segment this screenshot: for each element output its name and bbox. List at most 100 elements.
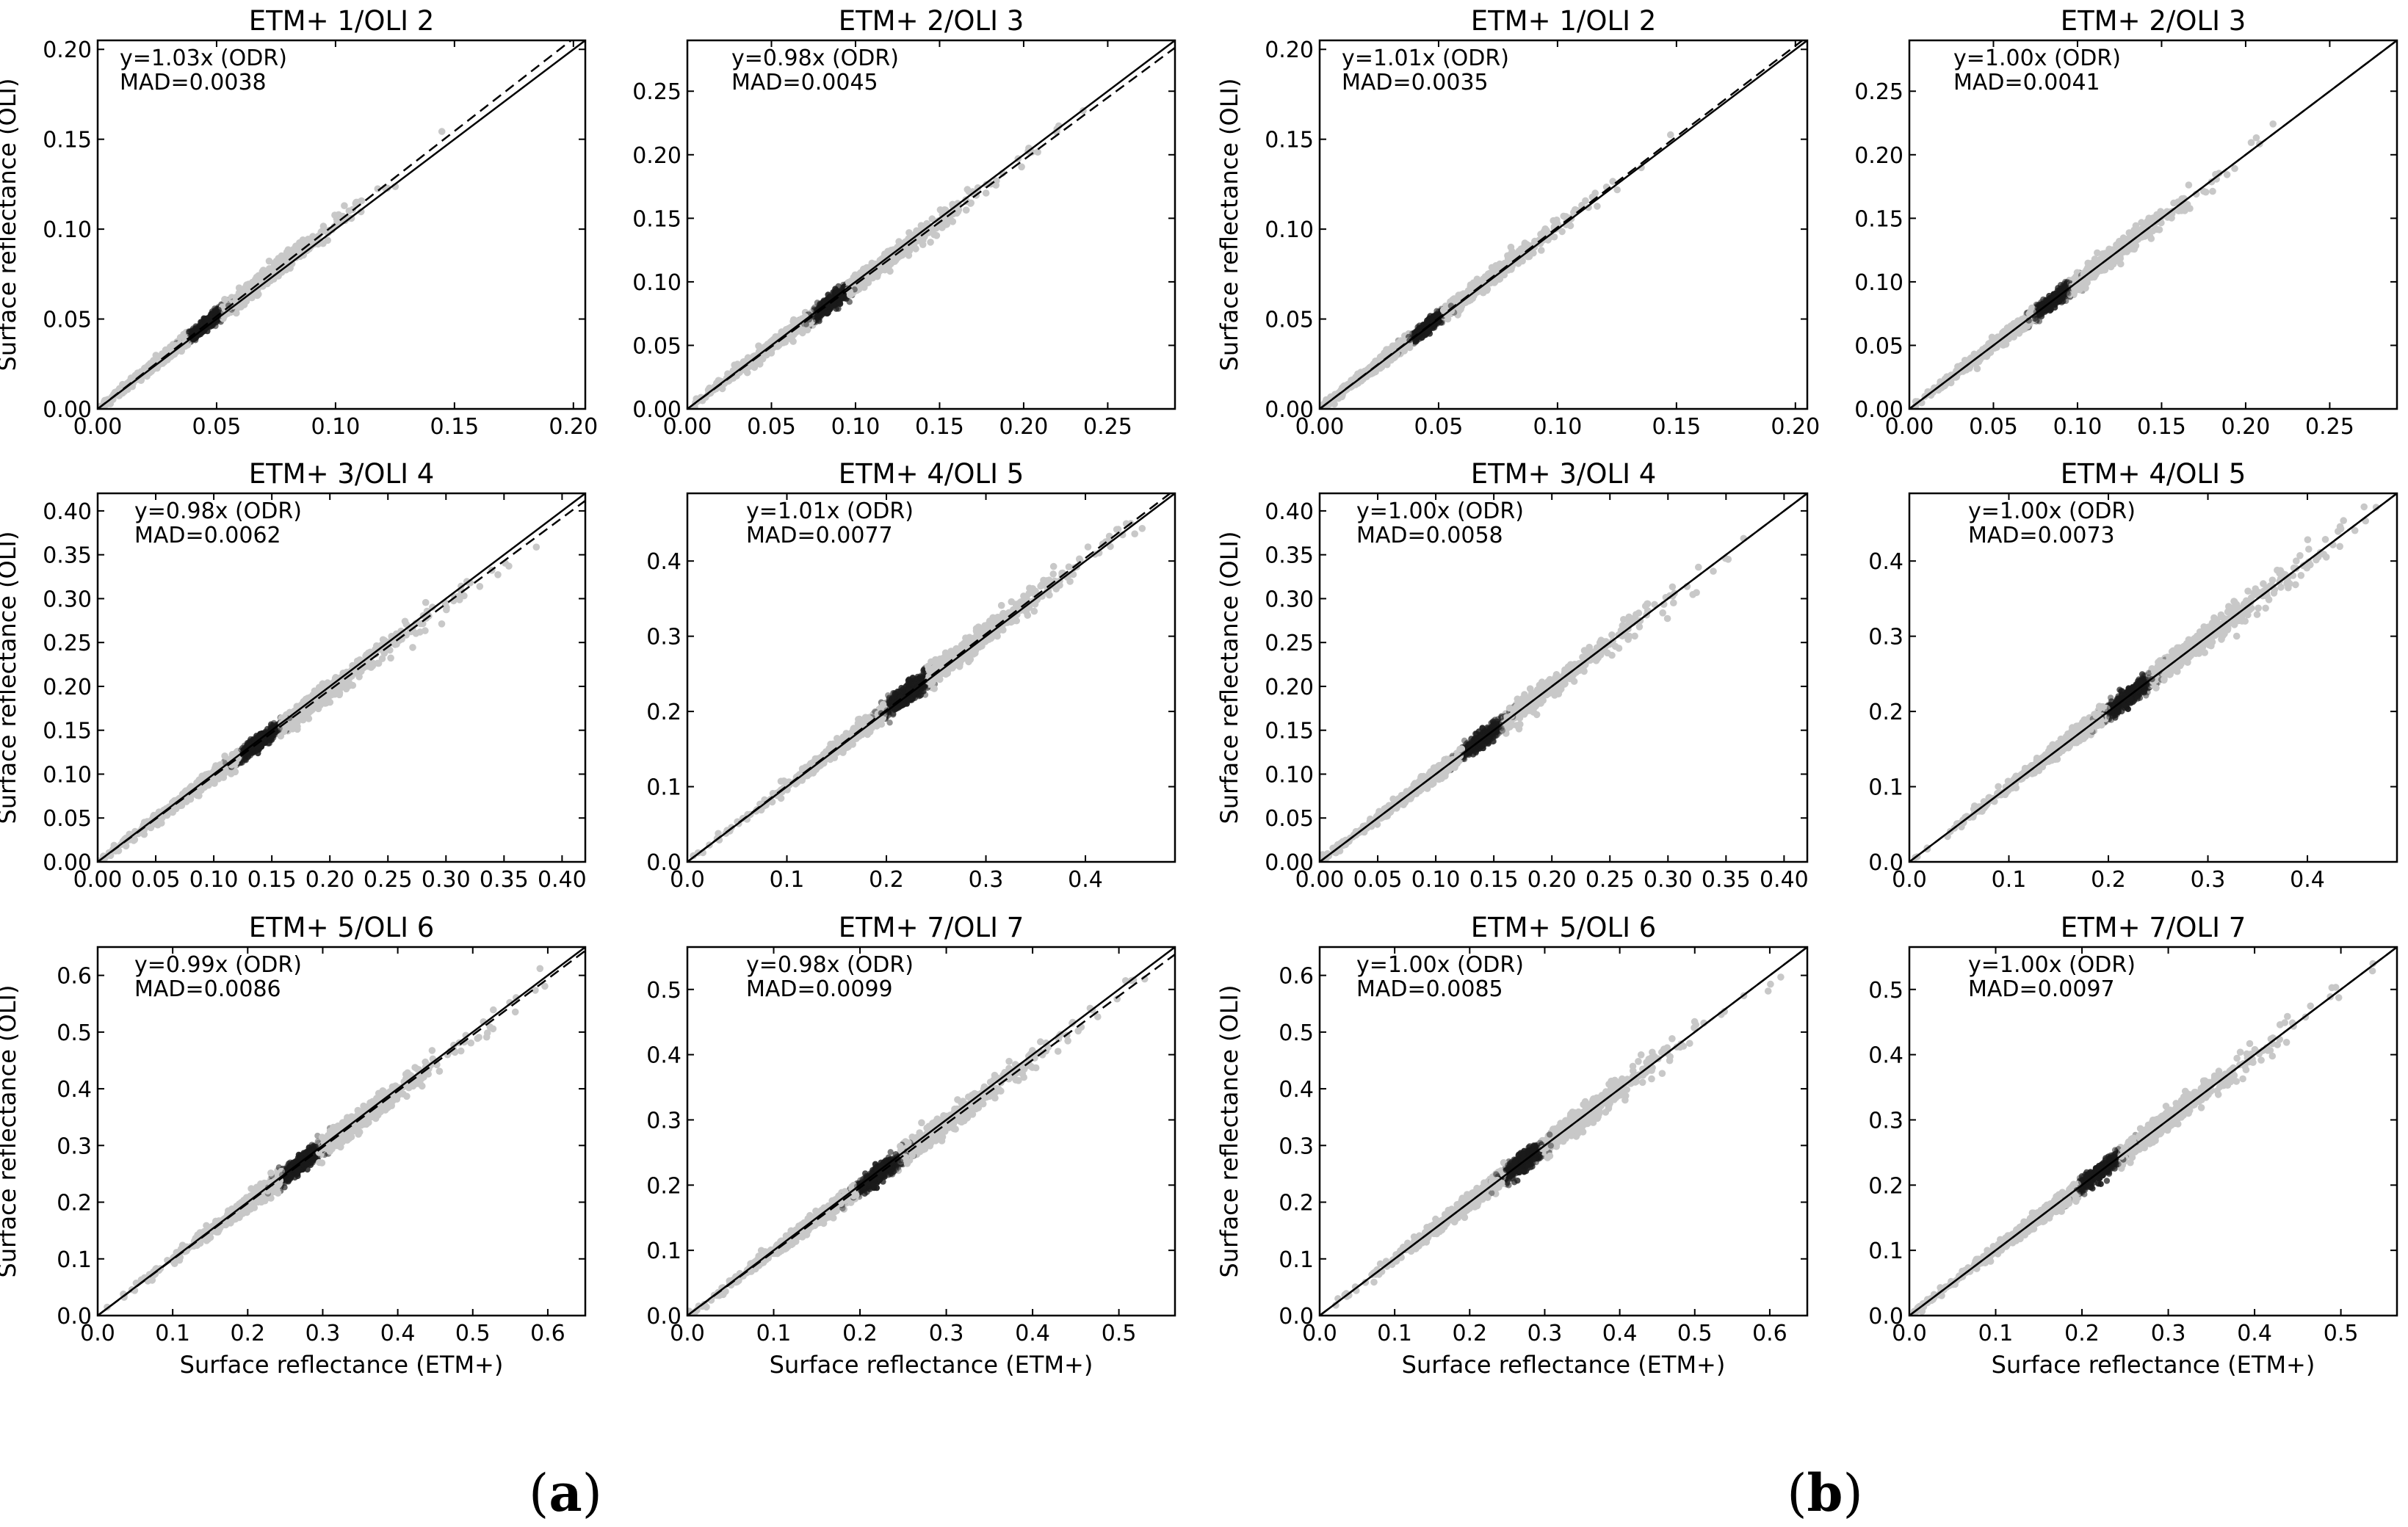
plot-frame [686,39,1176,410]
odr-fit-line [1320,40,1804,409]
data-point [1638,164,1645,172]
x-tick-label: 0.20 [999,414,1049,440]
x-tick-label: 0.00 [1295,414,1345,440]
mad-annotation: MAD=0.0045 [731,70,878,95]
one-to-one-line [1320,40,1807,409]
data-point [225,302,232,309]
data-point [248,294,256,302]
y-tick-label: 0.00 [1265,397,1314,423]
y-tick-label: 0.20 [43,37,92,63]
data-point [731,361,738,369]
data-point [233,309,240,317]
data-point [905,252,913,259]
data-point [221,296,228,303]
y-tick-label: 0.00 [632,397,681,423]
data-point [829,302,836,309]
data-point [928,215,936,222]
data-point [922,226,930,234]
data-point [936,206,944,214]
y-tick-label: 0.15 [1265,128,1314,153]
x-tick-label: 0.05 [1414,414,1464,440]
data-point [235,284,243,292]
data-point [2269,120,2277,128]
data-point [282,254,290,262]
plot-title: ETM+ 1/OLI 2 [1471,5,1657,37]
fit-annotation: y=1.03x (ODR) [120,46,287,71]
y-tick-label: 0.20 [1265,37,1314,63]
data-point [917,222,925,230]
data-point [993,177,1000,185]
data-point [860,279,867,287]
data-point [2186,205,2194,212]
data-point [212,307,219,313]
y-axis-label: Surface reflectance (OLI) [1215,79,1243,371]
data-point [803,326,811,334]
x-tick-label: 0.10 [311,414,361,440]
x-tick-label: 0.10 [831,414,881,440]
fit-annotation: y=0.98x (ODR) [731,46,899,71]
data-point [2200,187,2208,195]
scatter-panel-4: 0.000.000.050.050.100.100.150.150.200.20… [1854,5,2398,440]
data-point [352,200,360,207]
data-point [963,186,972,193]
data-point [1447,301,1454,308]
x-tick-label: 0.00 [73,414,123,440]
y-tick-label: 0.10 [1265,217,1314,243]
data-point [927,239,934,246]
data-point [284,246,292,254]
x-tick-label: 0.15 [915,414,964,440]
data-point [193,324,200,330]
x-tick-label: 0.20 [549,414,598,440]
scatter-panel-1: 0.000.000.050.050.100.100.150.150.200.20… [0,5,598,440]
data-point [358,197,366,205]
data-point [237,303,245,311]
data-point [1425,329,1431,335]
one-to-one-line [687,40,1175,409]
plot-frame [1318,39,1809,410]
data-point [815,316,822,323]
y-tick-label: 0.10 [43,217,92,243]
data-point [1613,186,1621,194]
data-point [189,327,195,335]
data-point [314,240,322,248]
scatter-panel-3: 0.000.000.050.050.100.100.150.150.200.20… [1215,5,1820,440]
data-point [851,272,859,280]
data-point [825,309,831,316]
data-point [341,202,348,210]
data-point [874,271,881,278]
data-point [706,389,715,397]
data-point [892,247,899,254]
data-point [2209,187,2216,195]
data-point [2223,171,2231,178]
x-tick-label: 0.25 [1083,414,1132,440]
data-point [1591,189,1599,197]
scatter-plot-grid: 0.000.000.050.050.100.100.150.150.200.20… [0,5,2398,1379]
data-point [1413,336,1420,343]
x-tick-label: 0.15 [1652,414,1701,440]
data-point [1558,228,1566,236]
data-point [1409,330,1416,337]
data-point [1034,148,1041,156]
data-point [1514,249,1522,257]
data-point [299,236,307,244]
data-point [1609,178,1616,185]
y-tick-label: 0.20 [632,143,681,169]
y-tick-label: 0.15 [43,128,92,153]
one-to-one-line [98,40,585,409]
mad-annotation: MAD=0.0038 [120,70,267,95]
y-tick-label: 0.10 [632,270,681,296]
data-point [1521,241,1529,249]
y-tick-label: 0.15 [632,206,681,232]
y-tick-label: 0.05 [1265,308,1314,333]
data-point [255,272,262,280]
x-tick-label: 0.00 [663,414,712,440]
y-tick-label: 0.05 [43,308,92,333]
data-point [1530,249,1537,257]
x-tick-label: 0.20 [1771,414,1820,440]
odr-fit-line [687,47,1175,409]
plot-title: ETM+ 2/OLI 3 [839,5,1024,37]
plot-title: ETM+ 1/OLI 2 [249,5,435,37]
y-tick-label: 0.25 [632,79,681,105]
data-point [1538,247,1545,254]
